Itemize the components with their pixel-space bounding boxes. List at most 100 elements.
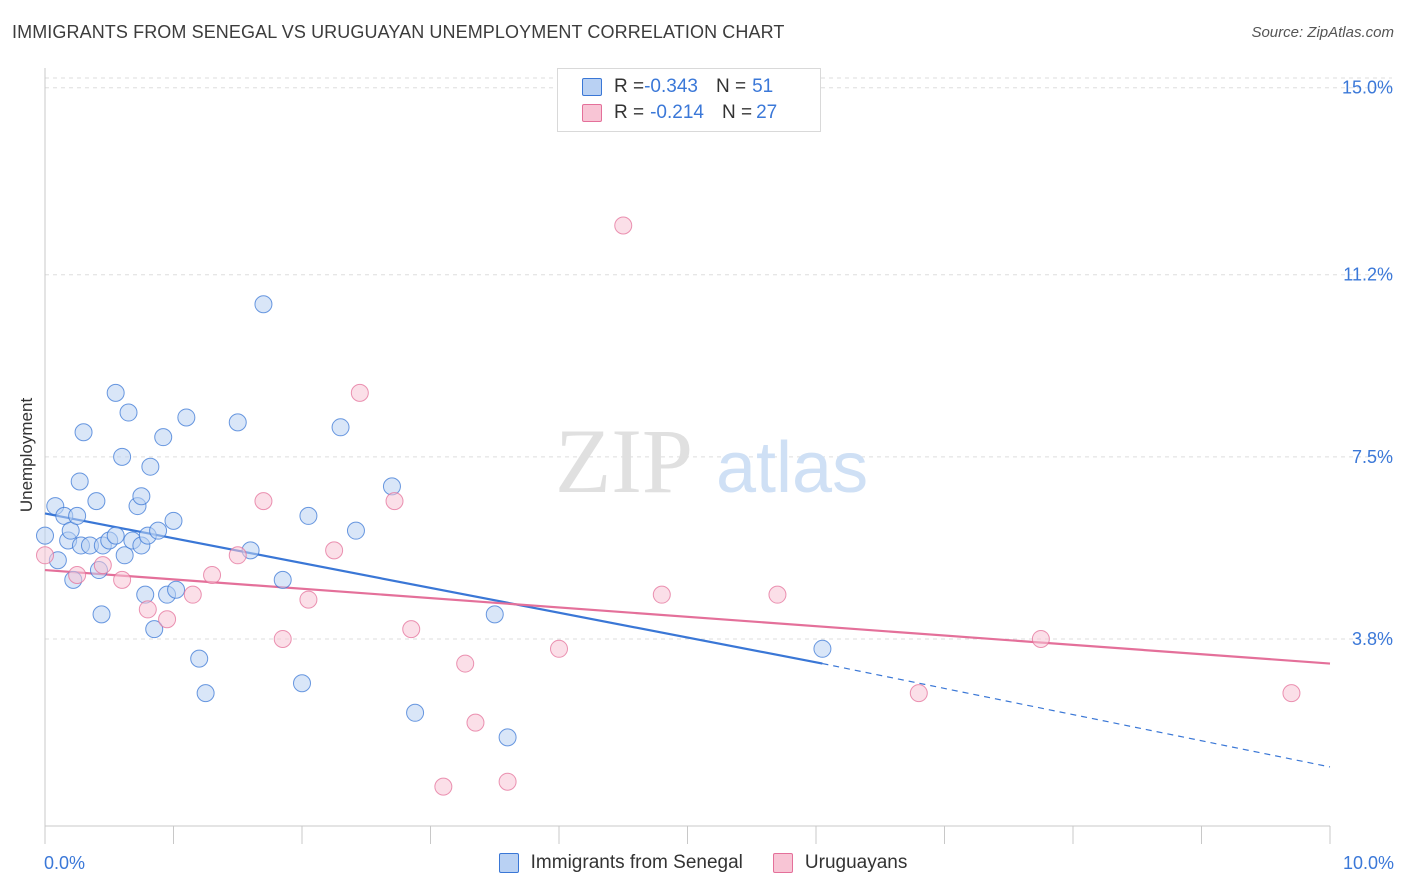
legend-r-label: R = bbox=[614, 76, 645, 97]
legend-n-value: 51 bbox=[752, 76, 774, 97]
legend-swatch-pink bbox=[582, 104, 602, 122]
legend-r-label: R = bbox=[614, 102, 645, 123]
senegal-point bbox=[74, 423, 93, 442]
senegal-point bbox=[299, 506, 318, 525]
watermark-zip: ZIP bbox=[555, 410, 693, 512]
chart-title: IMMIGRANTS FROM SENEGAL VS URUGUAYAN UNE… bbox=[12, 22, 785, 42]
senegal-point bbox=[149, 521, 168, 540]
uruguayans-point bbox=[614, 216, 633, 235]
senegal-point bbox=[196, 684, 215, 703]
series-legend-uruguayans: Uruguayans bbox=[772, 852, 908, 874]
legend-r-value: -0.343 bbox=[644, 76, 698, 97]
senegal-point bbox=[136, 585, 155, 604]
y-tick-label: 3.8% bbox=[1352, 629, 1393, 649]
uruguayans-point bbox=[652, 585, 671, 604]
senegal-point bbox=[382, 477, 401, 496]
uruguayans-point bbox=[228, 546, 247, 565]
uruguayans-point bbox=[183, 585, 202, 604]
senegal-point bbox=[70, 472, 89, 491]
trend-line-uruguayans bbox=[44, 568, 1331, 665]
uruguayans-point bbox=[158, 610, 177, 629]
uruguayans-point bbox=[498, 772, 517, 791]
senegal-point bbox=[293, 674, 311, 693]
uruguayans-point bbox=[68, 565, 87, 584]
y-tick-label: 7.5% bbox=[1352, 447, 1393, 467]
senegal-point bbox=[167, 580, 186, 599]
uruguayans-point bbox=[385, 492, 404, 511]
uruguayans-point bbox=[909, 684, 928, 703]
y-tick-label: 11.2% bbox=[1343, 265, 1393, 285]
senegal-point bbox=[87, 492, 106, 511]
uruguayans-point bbox=[550, 639, 568, 658]
senegal-point bbox=[145, 620, 164, 639]
senegal-point bbox=[141, 457, 160, 476]
series-label-uruguayans: Uruguayans bbox=[804, 852, 908, 873]
senegal-point bbox=[177, 408, 196, 427]
legend-n-label: N = bbox=[715, 76, 747, 97]
x-tick-label-max: 10.0% bbox=[1342, 853, 1394, 873]
uruguayans-point bbox=[1031, 629, 1050, 648]
x-tick-label-min: 0.0% bbox=[44, 853, 86, 873]
legend-n-label: N = bbox=[721, 102, 753, 123]
watermark: ZIP atlas bbox=[555, 410, 868, 512]
uruguayans-point bbox=[325, 541, 344, 560]
trend-line-extension bbox=[822, 662, 1331, 768]
series-label-senegal: Immigrants from Senegal bbox=[530, 852, 743, 873]
series-swatch-pink bbox=[772, 853, 793, 873]
legend-swatch-blue bbox=[582, 78, 602, 96]
legend-row-senegal: R = -0.343 N = 51 bbox=[582, 75, 773, 99]
senegal-point bbox=[813, 639, 832, 658]
legend-n-value: 27 bbox=[756, 102, 778, 123]
senegal-point bbox=[331, 418, 350, 437]
senegal-point bbox=[406, 703, 425, 722]
senegal-point bbox=[498, 728, 517, 747]
series-legend: Immigrants from Senegal Uruguayans bbox=[0, 852, 1406, 874]
uruguayans-point bbox=[434, 777, 453, 796]
senegal-point bbox=[92, 605, 111, 624]
trend-line-senegal bbox=[44, 512, 823, 665]
uruguayans-point bbox=[254, 492, 273, 511]
y-tick-label: 15.0% bbox=[1342, 78, 1393, 98]
uruguayans-point bbox=[36, 546, 54, 565]
senegal-point bbox=[228, 413, 247, 432]
uruguayans-point bbox=[203, 565, 222, 584]
data-points bbox=[36, 216, 1301, 796]
correlation-legend: R = -0.343 N = 51 R = -0.214 N = 27 bbox=[557, 68, 821, 132]
senegal-point bbox=[190, 649, 209, 668]
uruguayans-point bbox=[768, 585, 787, 604]
uruguayans-point bbox=[93, 556, 112, 575]
senegal-point bbox=[273, 570, 292, 589]
uruguayans-point bbox=[1282, 684, 1301, 703]
series-swatch-blue bbox=[498, 853, 519, 873]
senegal-point bbox=[254, 295, 273, 314]
senegal-point bbox=[346, 521, 365, 540]
senegal-point bbox=[113, 447, 132, 466]
uruguayans-point bbox=[273, 629, 292, 648]
senegal-point bbox=[36, 526, 54, 545]
watermark-atlas: atlas bbox=[716, 428, 868, 508]
uruguayans-point bbox=[113, 570, 132, 589]
series-legend-senegal: Immigrants from Senegal bbox=[498, 852, 743, 874]
senegal-point bbox=[154, 428, 173, 447]
senegal-point bbox=[164, 511, 183, 530]
senegal-point bbox=[485, 605, 504, 624]
uruguayans-point bbox=[299, 590, 318, 609]
source-credit: Source: ZipAtlas.com bbox=[1251, 24, 1394, 41]
senegal-point bbox=[106, 383, 125, 402]
legend-row-uruguayans: R = -0.214 N = 27 bbox=[582, 101, 777, 125]
senegal-point bbox=[115, 546, 134, 565]
y-tick-labels: 3.8% 7.5% 11.2% 15.0% bbox=[1342, 78, 1393, 649]
uruguayans-point bbox=[138, 600, 157, 619]
uruguayans-point bbox=[402, 620, 421, 639]
trend-lines bbox=[44, 512, 1331, 768]
senegal-point bbox=[68, 506, 87, 525]
uruguayans-point bbox=[350, 383, 369, 402]
senegal-point bbox=[106, 526, 125, 545]
legend-r-value: -0.214 bbox=[650, 102, 704, 123]
senegal-point bbox=[132, 487, 151, 506]
uruguayans-point bbox=[456, 654, 475, 673]
axes bbox=[44, 68, 1331, 844]
senegal-point bbox=[119, 403, 138, 422]
uruguayans-point bbox=[466, 713, 485, 732]
